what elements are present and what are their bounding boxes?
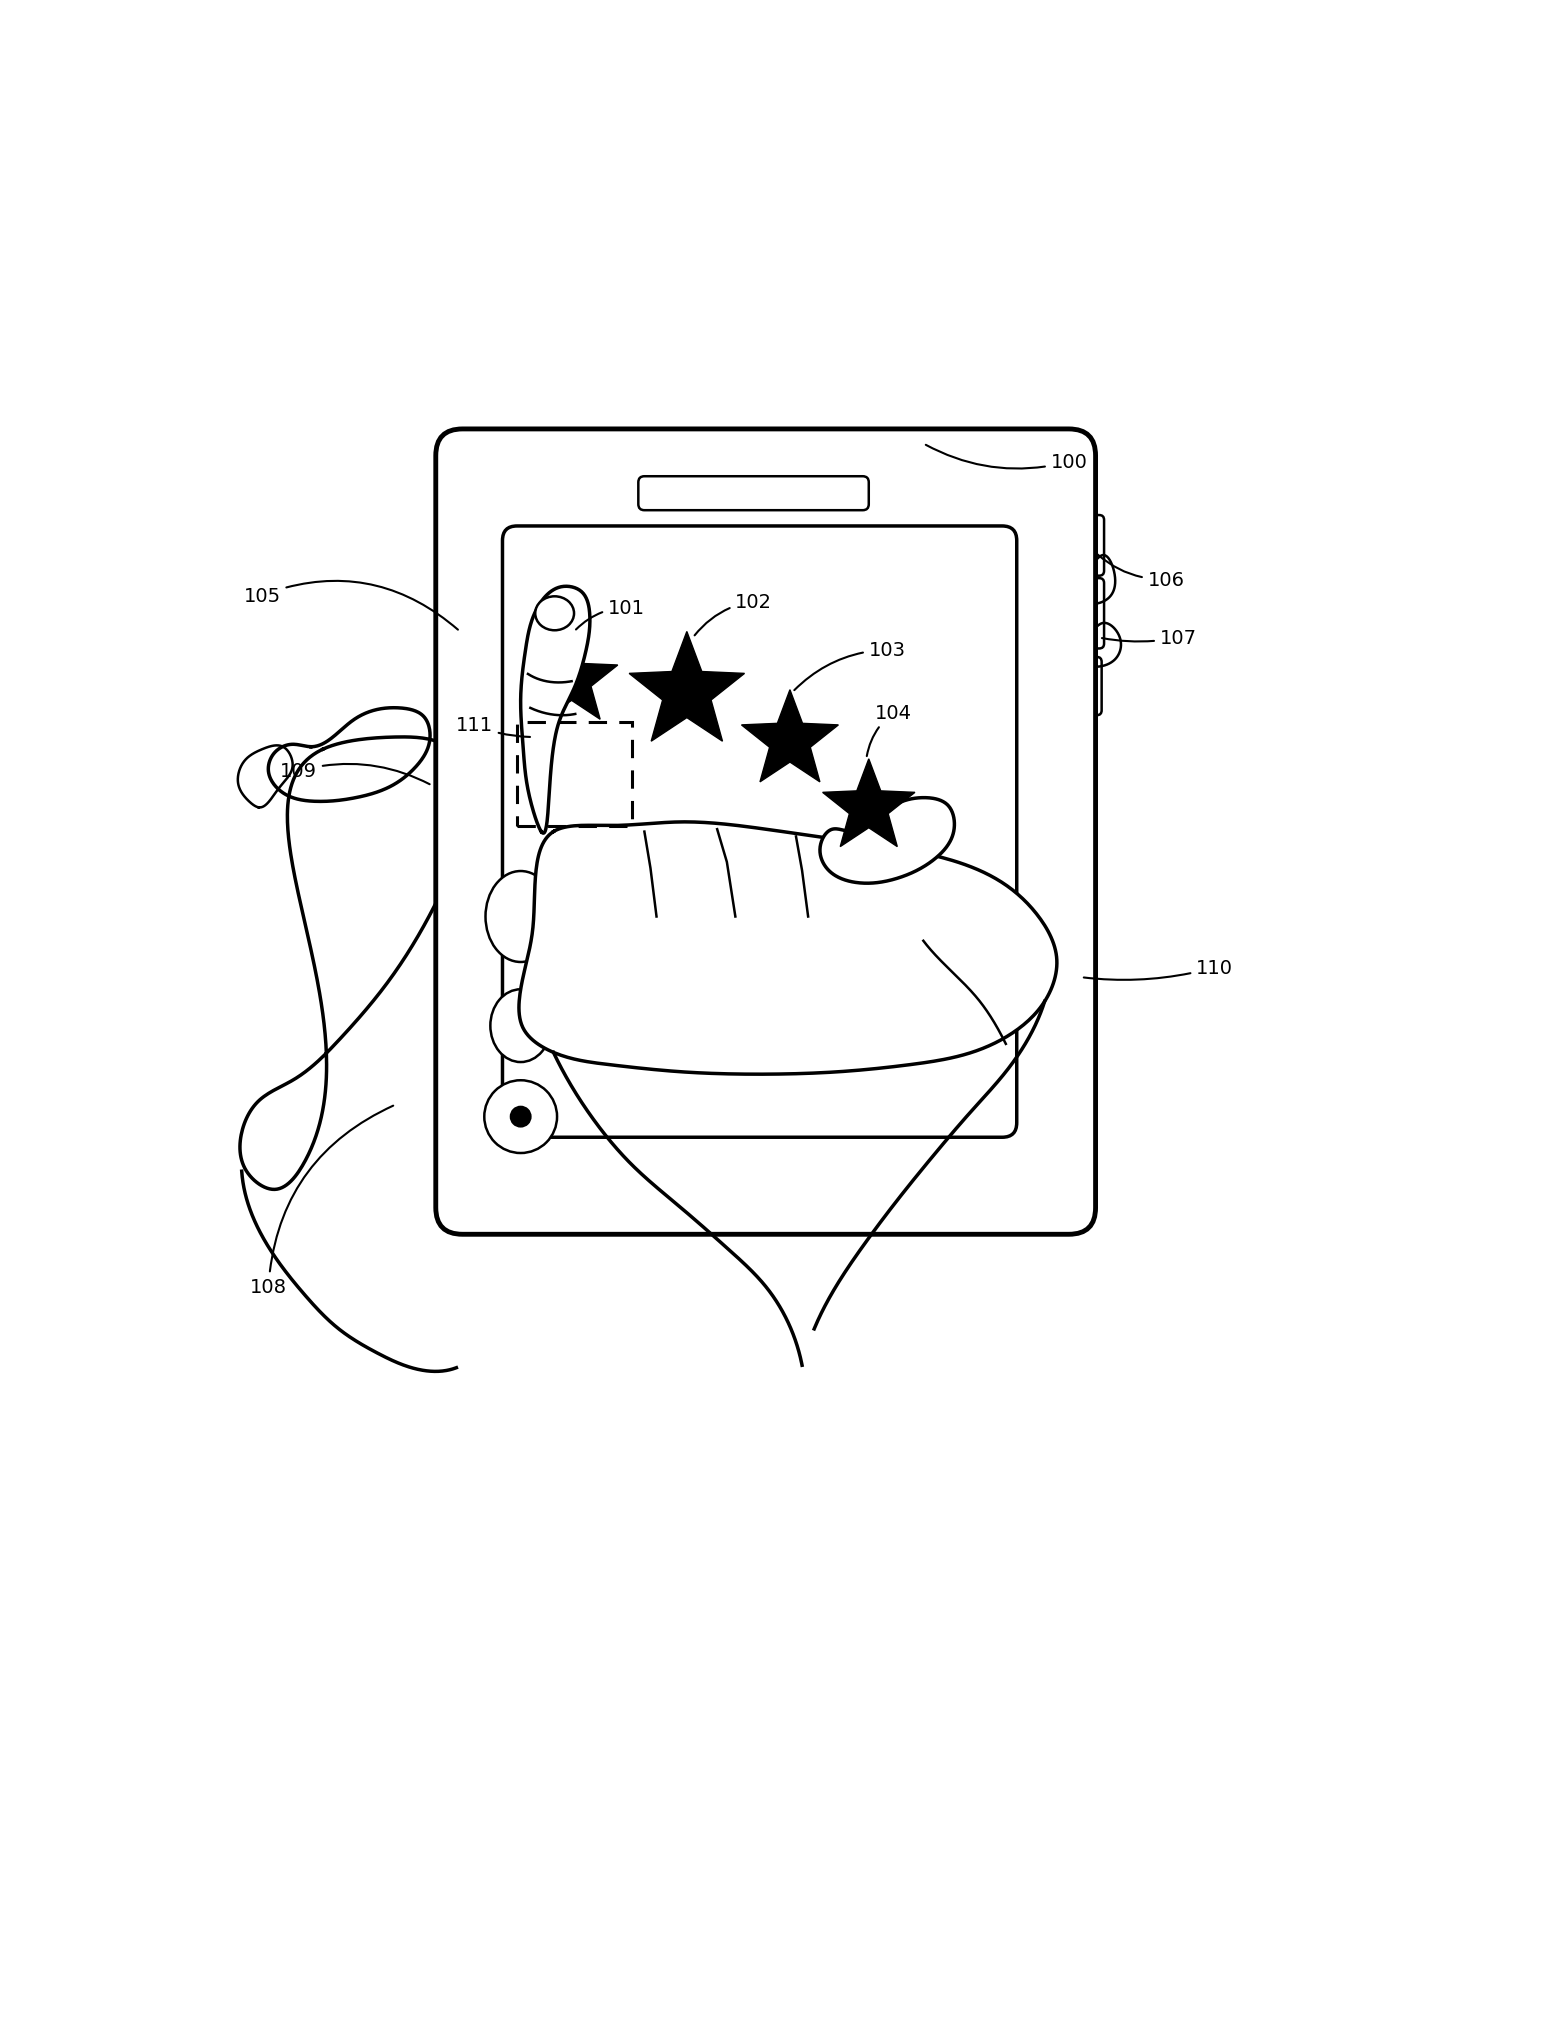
Polygon shape (521, 587, 590, 833)
Text: 100: 100 (926, 445, 1088, 471)
Circle shape (484, 1081, 557, 1154)
Text: 109: 109 (280, 762, 430, 784)
FancyBboxPatch shape (1058, 658, 1102, 715)
Text: 108: 108 (250, 1105, 393, 1296)
Ellipse shape (535, 597, 574, 632)
Polygon shape (629, 632, 745, 742)
Text: 104: 104 (867, 703, 911, 756)
Polygon shape (1060, 557, 1116, 604)
Polygon shape (823, 760, 916, 847)
Polygon shape (268, 709, 430, 803)
Polygon shape (520, 823, 1056, 1075)
Polygon shape (742, 691, 839, 782)
Circle shape (512, 1107, 531, 1128)
FancyBboxPatch shape (1058, 579, 1103, 648)
Text: 111: 111 (455, 715, 531, 738)
Polygon shape (238, 746, 293, 809)
FancyBboxPatch shape (639, 478, 869, 510)
Text: 105: 105 (244, 581, 459, 630)
Text: 106: 106 (1097, 555, 1185, 589)
Text: 101: 101 (576, 599, 645, 630)
Text: 102: 102 (695, 593, 772, 636)
Polygon shape (1063, 624, 1121, 666)
FancyBboxPatch shape (435, 429, 1096, 1235)
Polygon shape (820, 799, 955, 884)
Text: 103: 103 (795, 640, 906, 691)
Polygon shape (526, 632, 618, 719)
Ellipse shape (485, 872, 556, 963)
Ellipse shape (490, 990, 551, 1063)
Text: 107: 107 (1102, 628, 1197, 648)
Text: 110: 110 (1085, 959, 1233, 979)
Polygon shape (239, 738, 468, 1191)
FancyBboxPatch shape (502, 526, 1017, 1138)
FancyBboxPatch shape (1058, 516, 1103, 577)
Bar (516, 723, 632, 827)
